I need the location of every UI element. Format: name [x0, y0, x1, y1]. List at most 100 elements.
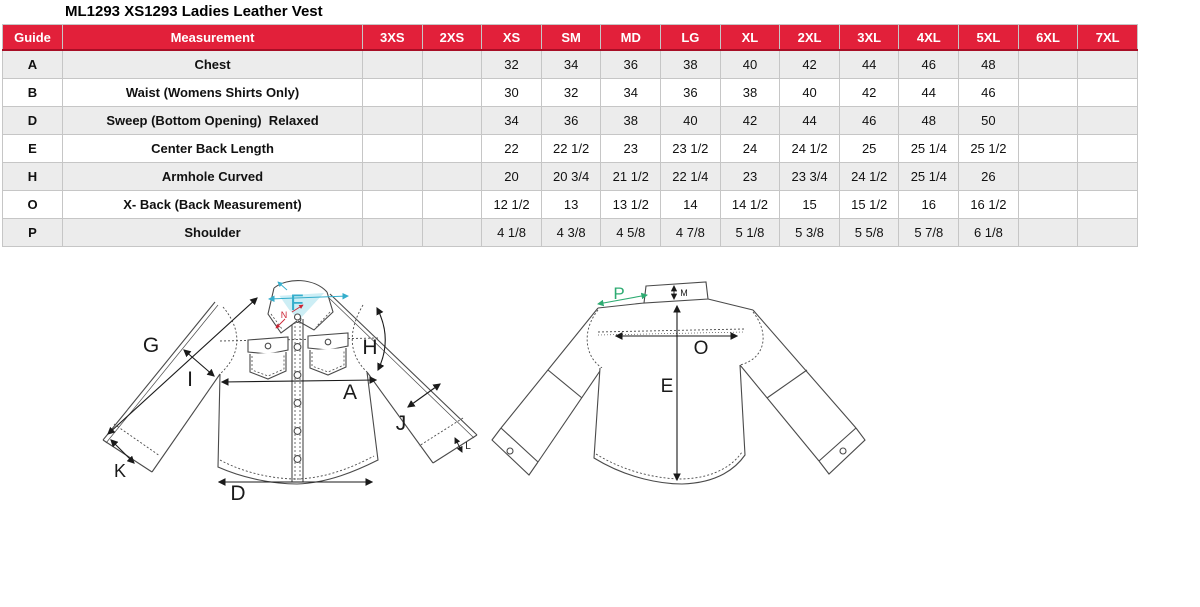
label-k: K — [114, 461, 126, 481]
size-value-cell: 20 — [481, 162, 542, 191]
size-value-cell: 4 1/8 — [481, 218, 542, 247]
size-col-header: MD — [600, 24, 662, 51]
label-d: D — [230, 482, 245, 505]
size-value-cell: 5 7/8 — [898, 218, 960, 247]
size-col-header: 3XS — [362, 24, 423, 51]
size-value-cell: 50 — [958, 106, 1019, 135]
size-value-cell: 16 1/2 — [958, 190, 1019, 219]
size-value-cell — [1017, 134, 1079, 163]
size-value-cell — [1017, 190, 1079, 219]
back-labels: P M E O — [613, 284, 708, 397]
size-value-cell: 38 — [660, 49, 721, 79]
size-value-cell: 23 3/4 — [779, 162, 840, 191]
size-value-cell: 25 — [838, 134, 900, 163]
size-value-cell: 15 — [779, 190, 840, 219]
measurement-cell: Armhole Curved — [62, 162, 363, 191]
size-value-cell: 48 — [958, 49, 1019, 79]
size-value-cell: 40 — [779, 78, 840, 107]
size-col-header: XL — [719, 24, 781, 51]
label-p: P — [613, 284, 624, 303]
size-value-cell: 32 — [481, 49, 542, 79]
size-value-cell: 26 — [958, 162, 1019, 191]
label-e: E — [661, 376, 674, 397]
size-value-cell: 25 1/4 — [898, 162, 960, 191]
measurement-cell: Sweep (Bottom Opening) Relaxed — [62, 106, 363, 135]
guide-cell: B — [2, 78, 63, 107]
size-value-cell: 34 — [481, 106, 542, 135]
size-value-cell — [1077, 106, 1138, 135]
size-table-row: H Armhole Curved 20 20 3/4 21 1/2 22 1/4 23 23 … — [2, 162, 1138, 191]
size-value-cell: 22 1/4 — [660, 162, 721, 191]
size-value-cell: 24 1/2 — [779, 134, 840, 163]
collar-arrow-small — [277, 281, 288, 291]
size-value-cell: 38 — [600, 106, 662, 135]
size-value-cell — [421, 134, 483, 163]
size-value-cell: 20 3/4 — [540, 162, 602, 191]
size-value-cell: 46 — [958, 78, 1019, 107]
size-value-cell: 25 1/4 — [898, 134, 960, 163]
size-value-cell: 30 — [481, 78, 542, 107]
size-value-cell — [421, 78, 483, 107]
size-col-header: 2XL — [779, 24, 840, 51]
size-value-cell: 23 1/2 — [660, 134, 721, 163]
size-value-cell — [362, 49, 423, 79]
label-h: H — [362, 336, 377, 359]
size-col-header: 6XL — [1017, 24, 1079, 51]
label-o: O — [694, 338, 709, 359]
guide-cell: P — [2, 218, 63, 247]
size-table-body: A Chest 32 34 36 38 40 42 44 46 48 B Waist (Womens S… — [2, 49, 1138, 247]
size-value-cell: 46 — [898, 49, 960, 79]
page-title: ML1293 XS1293 Ladies Leather Vest — [65, 3, 323, 20]
size-value-cell — [421, 106, 483, 135]
size-col-header: Guide — [2, 24, 63, 51]
size-value-cell — [362, 106, 423, 135]
size-value-cell: 13 1/2 — [600, 190, 662, 219]
measure-arrow-i — [183, 349, 215, 377]
size-value-cell: 44 — [779, 106, 840, 135]
measure-arrow-f — [268, 292, 349, 303]
label-i: I — [187, 368, 193, 391]
size-value-cell — [1017, 49, 1079, 79]
measure-arrow-p — [597, 292, 648, 307]
measure-arrow-h — [376, 306, 386, 372]
label-a: A — [343, 381, 357, 404]
size-col-header: LG — [660, 24, 721, 51]
size-value-cell — [1077, 78, 1138, 107]
size-value-cell: 42 — [838, 78, 900, 107]
guide-cell: D — [2, 106, 63, 135]
size-value-cell: 34 — [600, 78, 662, 107]
size-value-cell — [1077, 162, 1138, 191]
size-value-cell: 16 — [898, 190, 960, 219]
guide-cell: H — [2, 162, 63, 191]
back-view-diagram: P M E O — [491, 281, 866, 485]
size-col-header: 7XL — [1077, 24, 1138, 51]
label-l: L — [465, 441, 471, 452]
size-table-head: Guide Measurement 3XS 2XS XS SM MD LG XL 2XL 3XL 4X… — [2, 24, 1138, 51]
size-value-cell: 5 3/8 — [779, 218, 840, 247]
size-col-header: 4XL — [898, 24, 960, 51]
size-col-header: SM — [540, 24, 602, 51]
size-value-cell: 15 1/2 — [838, 190, 900, 219]
size-value-cell — [1077, 49, 1138, 79]
size-value-cell: 25 1/2 — [958, 134, 1019, 163]
size-col-header: Measurement — [62, 24, 363, 51]
label-j: J — [396, 412, 407, 435]
label-f: F — [290, 290, 303, 315]
size-col-header: 5XL — [958, 24, 1019, 51]
size-value-cell — [1017, 218, 1079, 247]
size-value-cell — [1017, 78, 1079, 107]
size-value-cell — [362, 134, 423, 163]
neck-arrow-up — [291, 304, 304, 313]
front-view-diagram: G I H A J K D F N L — [102, 280, 478, 505]
measure-arrow-k — [110, 439, 135, 464]
size-value-cell: 44 — [898, 78, 960, 107]
size-value-cell — [1017, 162, 1079, 191]
size-value-cell: 23 — [719, 162, 781, 191]
measure-arrow-g — [107, 297, 258, 435]
size-value-cell: 4 3/8 — [540, 218, 602, 247]
size-table-row: D Sweep (Bottom Opening) Relaxed 34 36 38 40 4… — [2, 106, 1138, 135]
measurement-cell: Waist (Womens Shirts Only) — [62, 78, 363, 107]
size-value-cell: 4 7/8 — [660, 218, 721, 247]
size-value-cell: 6 1/8 — [958, 218, 1019, 247]
front-garment-outline — [102, 280, 478, 485]
